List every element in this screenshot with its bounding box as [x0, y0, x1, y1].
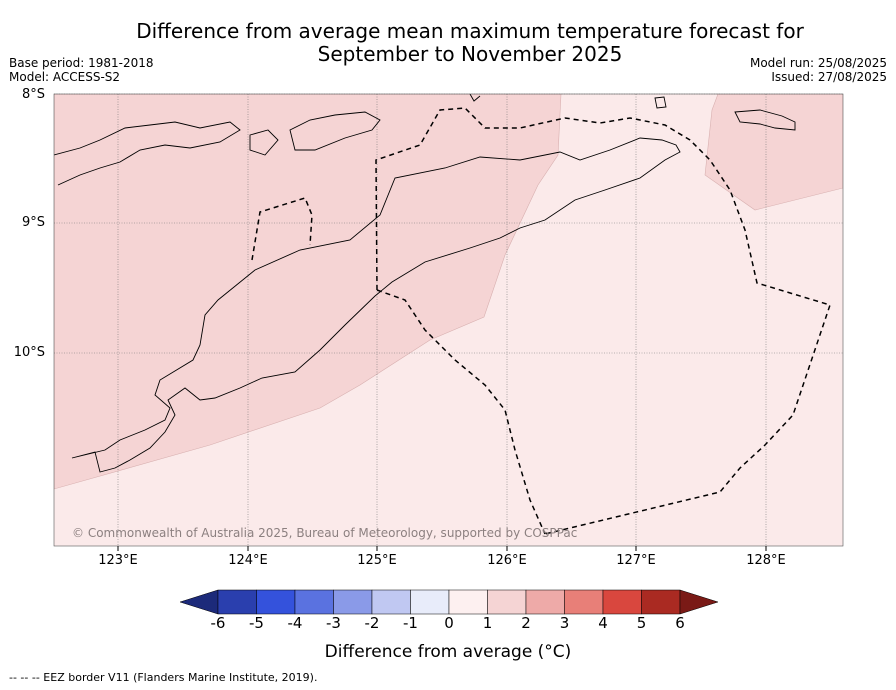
anomaly-zone-1-to-2-northeast [704, 94, 843, 211]
axis-ticks [117, 546, 767, 551]
colorbar-bin-m1 [410, 589, 450, 615]
colorbar-extend-high [679, 589, 719, 615]
colorbar-bin-5 [641, 589, 681, 615]
coastlines [54, 94, 796, 473]
anomaly-zone-1-to-2-west [54, 94, 562, 490]
lon-label-126e: 126°E [487, 553, 527, 568]
colorbar-bin-4 [602, 589, 642, 615]
pantar-coast [249, 129, 279, 156]
eez-border [251, 107, 831, 535]
colorbar-tick: 0 [444, 614, 454, 632]
colorbar-tick: 5 [636, 614, 647, 632]
timor-coast [71, 137, 681, 473]
colorbar-tick: -4 [287, 614, 303, 632]
colorbar-tick: 2 [521, 614, 531, 632]
colorbar-extend-low [179, 589, 219, 615]
lon-label-123e: 123°E [98, 553, 138, 568]
meta-right: Model run: 25/08/2025 Issued: 27/08/2025 [750, 56, 887, 84]
colorbar-tick: -2 [364, 614, 380, 632]
alor-coast [289, 111, 381, 151]
eez-line-south [376, 289, 546, 535]
lat-label-10s: 10°S [13, 345, 45, 360]
model-name: Model: ACCESS-S2 [9, 70, 121, 84]
colorbar-tick: -3 [326, 614, 341, 632]
colorbar-tick: -6 [210, 614, 226, 632]
lon-label-125e: 125°E [357, 553, 397, 568]
model-run: Model run: 25/08/2025 [749, 56, 887, 70]
colorbar-tick: 6 [675, 614, 685, 632]
islet-north [654, 96, 667, 109]
title-line-2: September to November 2025 [317, 42, 623, 66]
chart-title: Difference from average mean maximum tem… [100, 20, 840, 66]
colorbar-bin-3 [564, 589, 604, 615]
colorbar-bin-m6 [217, 589, 257, 615]
colorbar-bin-0 [448, 589, 488, 615]
issued-date: Issued: 27/08/2025 [771, 70, 887, 84]
lat-label-8s: 8°S [21, 87, 45, 102]
colorbar-bin-m3 [333, 589, 373, 615]
eez-line-north [375, 107, 831, 535]
lon-label-124e: 124°E [228, 553, 268, 568]
islet-nw [469, 94, 481, 102]
lon-label-128e: 128°E [746, 553, 786, 568]
wetar-coast [734, 109, 796, 131]
colorbar-title: Difference from average (°C) [324, 642, 572, 662]
flores-coast [54, 121, 241, 186]
colorbar-bin-2 [525, 589, 565, 615]
base-period: Base period: 1981-2018 [9, 56, 154, 70]
colorbar-tick: 4 [598, 614, 608, 632]
colorbar [179, 589, 719, 615]
title-line-1: Difference from average mean maximum tem… [136, 19, 804, 43]
lon-label-127e: 127°E [616, 553, 656, 568]
colorbar-bin-m5 [256, 589, 296, 615]
colorbar-tick: 3 [559, 614, 570, 632]
map-frame [53, 93, 844, 547]
meta-left: Base period: 1981-2018 Model: ACCESS-S2 [9, 56, 154, 84]
colorbar-bin-m4 [294, 589, 334, 615]
map-credit: © Commonwealth of Australia 2025, Bureau… [72, 526, 578, 540]
footnote: -- -- -- EEZ border V11 (Flanders Marine… [9, 671, 318, 684]
colorbar-tick: -1 [403, 614, 418, 632]
colorbar-tick: 1 [482, 614, 493, 632]
colorbar-bin-1 [487, 589, 527, 615]
colorbar-bin-m2 [371, 589, 411, 615]
lat-label-9s: 9°S [21, 215, 45, 230]
colorbar-tick: -5 [249, 614, 264, 632]
